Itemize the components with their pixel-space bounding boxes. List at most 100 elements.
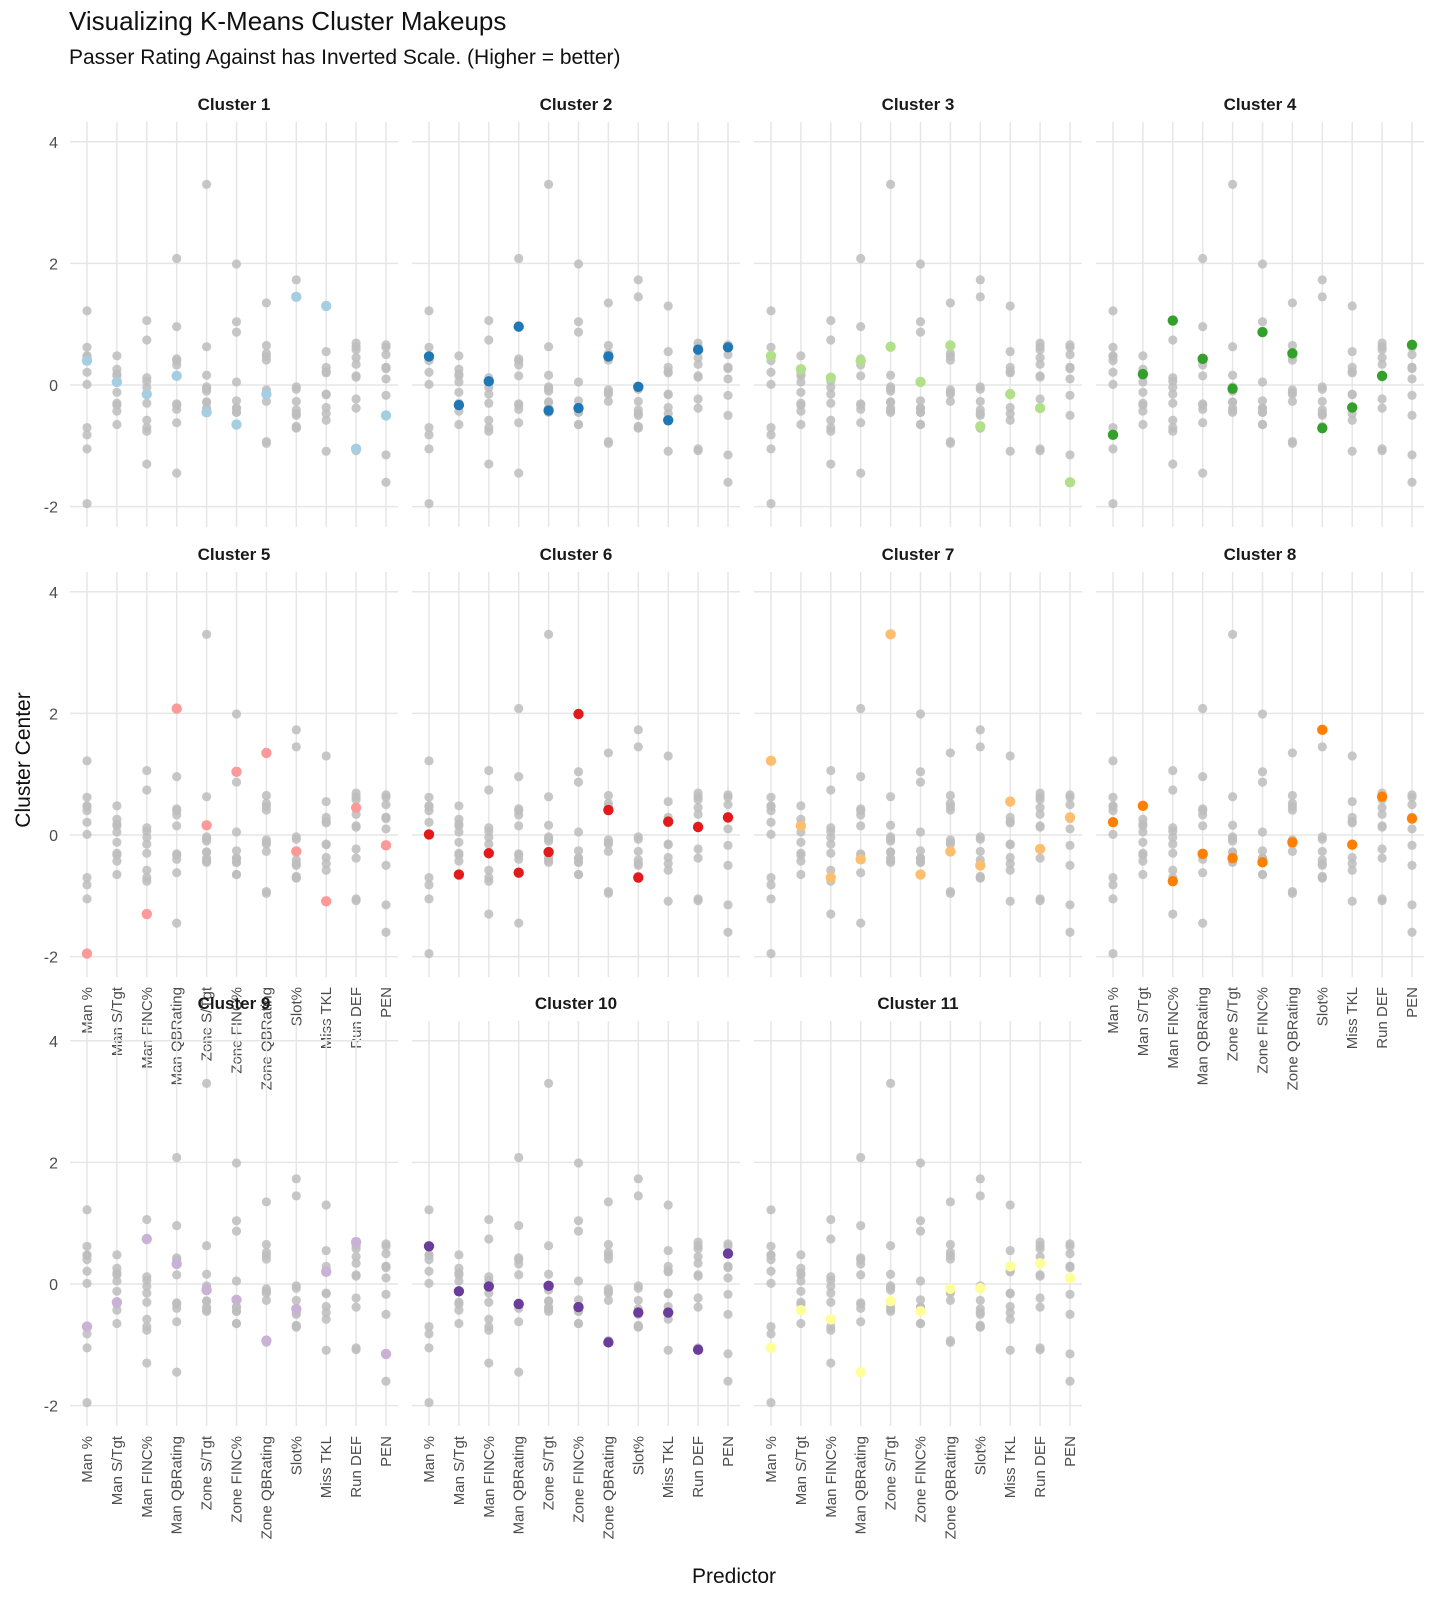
background-point bbox=[454, 1305, 464, 1315]
background-point bbox=[1407, 410, 1417, 420]
background-point bbox=[291, 1295, 301, 1306]
background-point bbox=[544, 792, 554, 802]
background-point bbox=[693, 353, 703, 363]
background-point bbox=[723, 860, 733, 871]
background-point bbox=[321, 1200, 331, 1210]
background-point bbox=[663, 301, 673, 311]
background-point bbox=[82, 880, 92, 890]
background-point bbox=[723, 1309, 733, 1319]
background-point bbox=[915, 777, 926, 787]
background-point bbox=[321, 858, 331, 869]
background-point bbox=[514, 468, 524, 478]
background-point bbox=[1005, 1307, 1015, 1318]
background-point bbox=[1005, 408, 1015, 419]
background-point bbox=[796, 419, 806, 430]
background-point bbox=[1347, 812, 1357, 822]
background-point bbox=[142, 459, 152, 469]
cluster-point bbox=[885, 1295, 896, 1307]
background-point bbox=[1198, 868, 1208, 878]
cluster-point bbox=[975, 1283, 986, 1294]
background-point bbox=[633, 858, 643, 869]
cluster-point bbox=[1406, 813, 1418, 824]
background-point bbox=[381, 900, 391, 910]
background-point bbox=[142, 823, 152, 833]
cluster-point bbox=[423, 351, 435, 362]
background-point bbox=[1198, 253, 1208, 264]
background-point bbox=[82, 342, 92, 352]
background-point bbox=[693, 1302, 703, 1312]
background-point bbox=[603, 298, 614, 308]
background-point bbox=[1228, 397, 1238, 407]
background-point bbox=[351, 844, 361, 854]
background-point bbox=[424, 1343, 434, 1353]
background-point bbox=[1005, 1345, 1015, 1355]
background-point bbox=[1065, 450, 1075, 460]
background-point bbox=[484, 398, 494, 408]
background-point bbox=[1257, 419, 1268, 430]
background-point bbox=[766, 306, 776, 316]
background-point bbox=[202, 832, 212, 842]
background-point bbox=[573, 259, 584, 269]
cluster-point bbox=[1257, 326, 1268, 338]
background-point bbox=[291, 408, 301, 419]
background-point bbox=[381, 477, 391, 487]
x-tick-label: Man QBRating bbox=[169, 1436, 186, 1534]
background-point bbox=[633, 1174, 643, 1184]
background-point bbox=[1035, 353, 1045, 363]
background-point bbox=[321, 751, 331, 761]
background-point bbox=[484, 832, 494, 843]
background-point bbox=[454, 387, 464, 397]
panel-cluster-6: Cluster 6 bbox=[412, 545, 740, 977]
background-point bbox=[945, 385, 956, 395]
background-point bbox=[454, 371, 464, 381]
background-point bbox=[321, 446, 331, 456]
background-point bbox=[1035, 394, 1045, 404]
background-point bbox=[202, 1078, 212, 1088]
background-point bbox=[202, 1296, 212, 1306]
background-point bbox=[544, 397, 554, 407]
background-point bbox=[142, 1272, 152, 1282]
background-point bbox=[796, 1297, 806, 1307]
background-point bbox=[766, 1321, 776, 1332]
facet-title: Cluster 2 bbox=[540, 95, 613, 114]
background-point bbox=[1065, 1309, 1075, 1319]
background-point bbox=[321, 390, 331, 400]
background-point bbox=[1317, 384, 1327, 394]
cluster-point bbox=[633, 1307, 644, 1318]
x-tick-label: Miss TKL bbox=[660, 1436, 677, 1498]
background-point bbox=[573, 1276, 584, 1286]
background-point bbox=[1065, 1376, 1075, 1386]
cluster-point bbox=[231, 766, 242, 777]
background-point bbox=[261, 348, 271, 358]
background-point bbox=[603, 340, 614, 351]
background-point bbox=[544, 1296, 554, 1306]
background-point bbox=[856, 1221, 866, 1231]
background-point bbox=[1138, 848, 1148, 858]
background-point bbox=[1035, 359, 1045, 369]
cluster-point bbox=[1107, 429, 1119, 441]
cluster-point bbox=[722, 342, 734, 353]
background-point bbox=[663, 1245, 673, 1256]
background-point bbox=[82, 872, 92, 883]
y-tick-label: 4 bbox=[49, 585, 58, 602]
background-point bbox=[202, 342, 212, 352]
cluster-point bbox=[111, 376, 123, 388]
background-point bbox=[1005, 1245, 1015, 1256]
panel-cluster-10: Cluster 10 Man % Man S/Tgt Man FINC% Man QBR… bbox=[412, 994, 740, 1539]
cluster-point bbox=[321, 896, 332, 907]
background-point bbox=[1108, 948, 1118, 959]
background-point bbox=[381, 1273, 391, 1283]
background-point bbox=[142, 1297, 152, 1307]
background-point bbox=[514, 371, 524, 381]
facet-title: Cluster 9 bbox=[198, 994, 271, 1013]
background-point bbox=[261, 1254, 271, 1264]
background-point bbox=[573, 419, 584, 430]
x-tick-label: Man QBRating bbox=[511, 1436, 528, 1534]
background-point bbox=[424, 872, 434, 883]
background-point bbox=[1228, 629, 1238, 639]
cluster-point bbox=[1376, 791, 1388, 802]
background-point bbox=[663, 446, 673, 456]
background-point bbox=[514, 1259, 524, 1269]
background-point bbox=[321, 408, 331, 419]
